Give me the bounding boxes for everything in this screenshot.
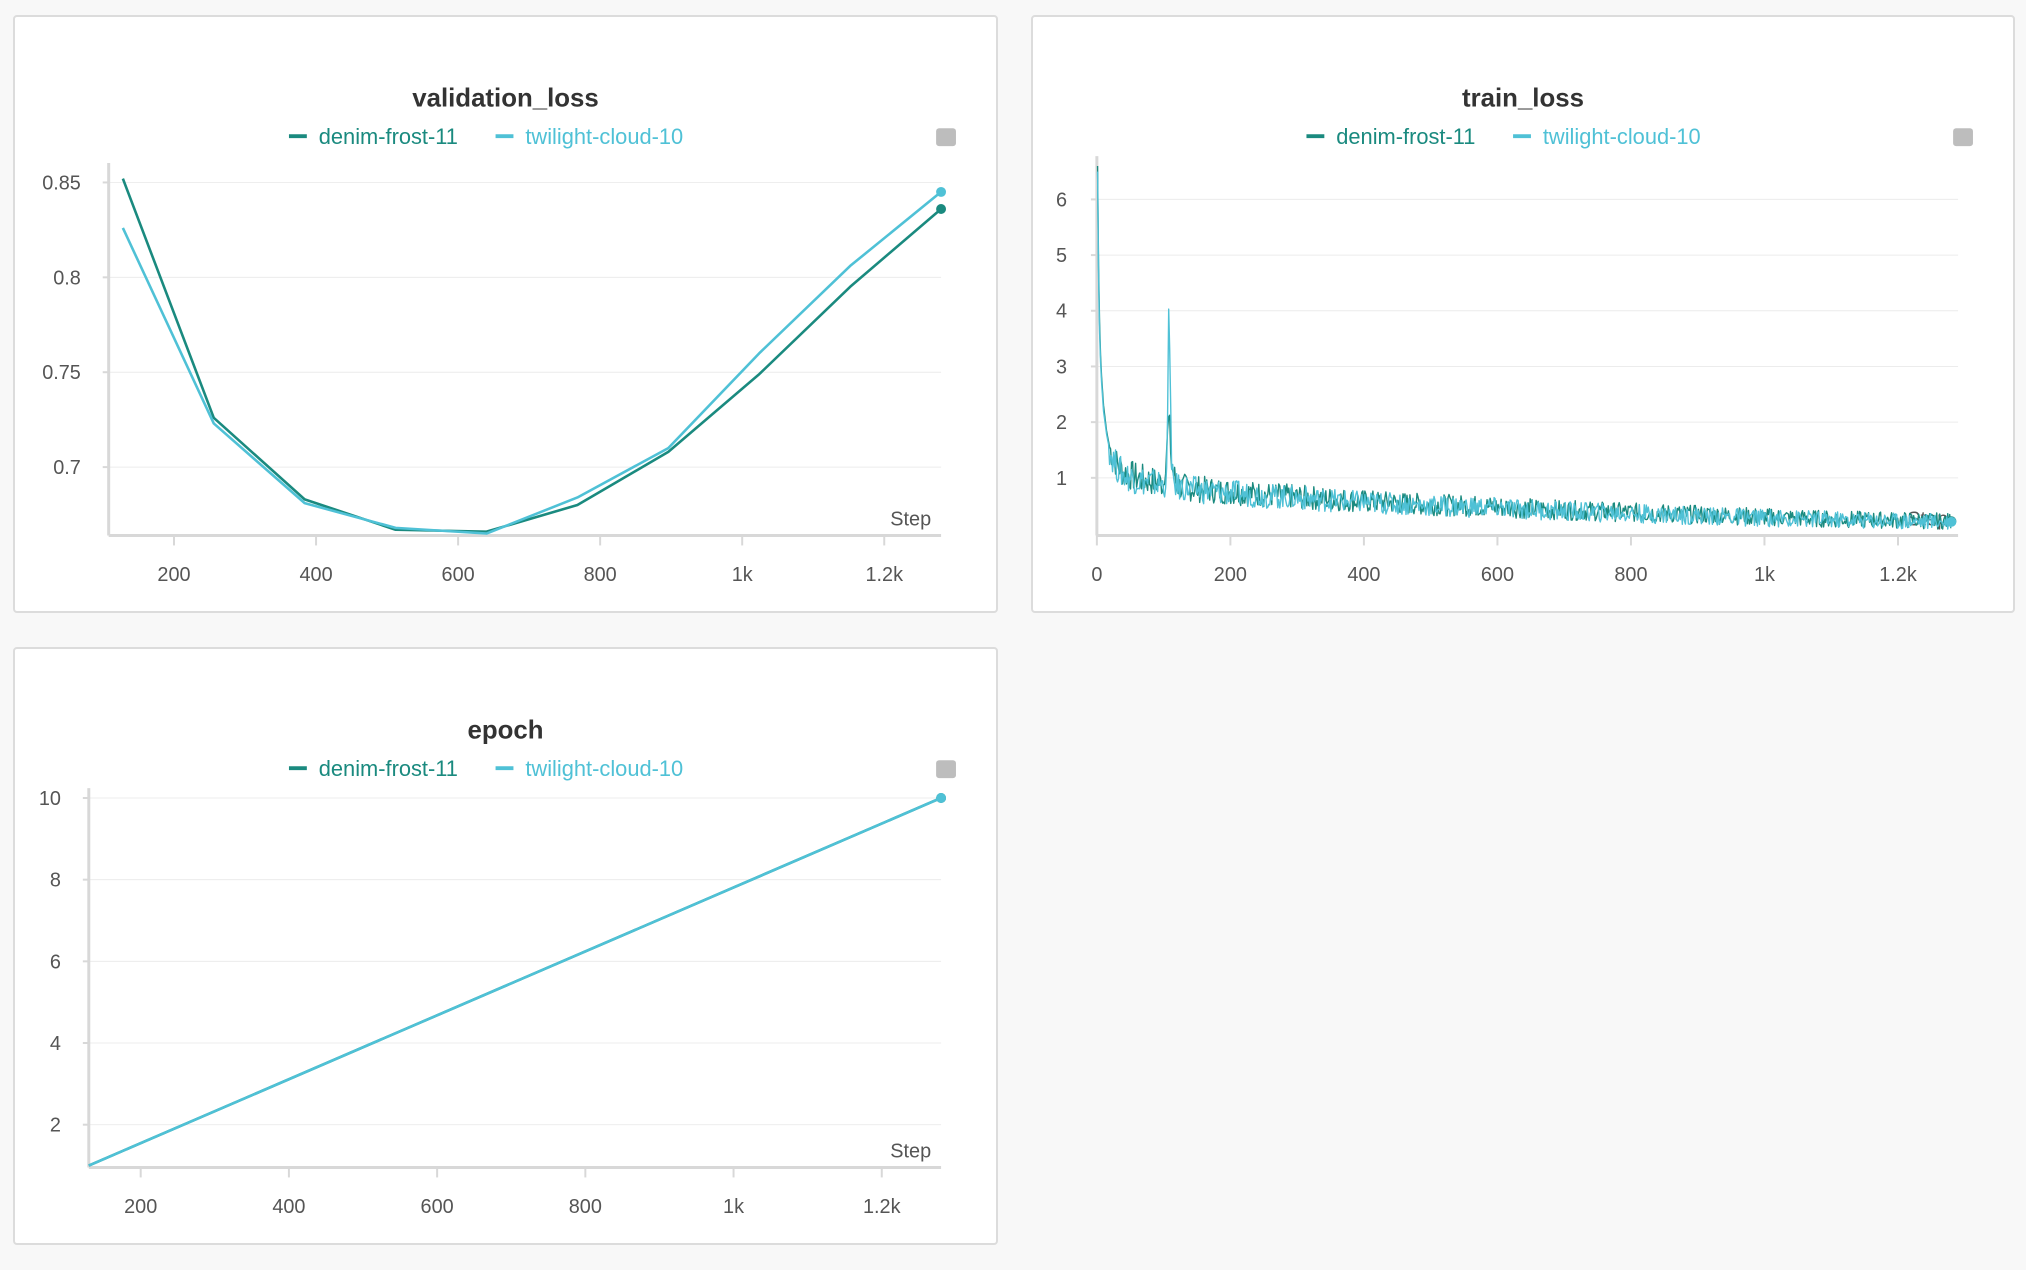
y-tick-label: 1 [1056,468,1067,490]
legend-label-twilight-cloud: twilight-cloud-10 [1543,124,1701,149]
series-line-twilight-cloud [121,190,942,535]
y-tick-label: 6 [50,951,61,973]
y-tick-label: 0.75 [42,362,81,384]
y-tick-label: 4 [1056,301,1067,323]
legend-label-denim-frost: denim-frost-11 [319,124,458,149]
series-line-twilight-cloud [88,796,942,1167]
legend-label-denim-frost: denim-frost-11 [1336,124,1475,149]
x-tick-label: 1k [723,1196,744,1218]
x-tick-label: 400 [1347,564,1380,586]
lock-icon [936,128,956,147]
y-tick-label: 2 [1056,412,1067,434]
x-tick-label: 400 [299,564,332,586]
x-tick-label: 800 [569,1196,602,1218]
y-tick-label: 6 [1056,189,1067,211]
endpoint-denim-frost [936,204,947,214]
x-axis-label: Step [890,1141,931,1163]
chart-title: train_loss [1462,84,1584,112]
y-tick-label: 3 [1056,356,1067,378]
lock-icon [1953,128,1973,147]
x-tick-label: 1.2k [863,1196,901,1218]
lock-icon [936,760,956,779]
y-tick-label: 5 [1056,245,1067,267]
y-tick-label: 2 [50,1115,61,1137]
x-tick-label: 1k [732,564,753,586]
x-tick-label: 1.2k [865,564,903,586]
x-tick-label: 1k [1754,564,1775,586]
series-line-denim-frost [121,178,942,533]
endpoint-twilight-cloud [1946,516,1957,527]
x-tick-label: 200 [124,1196,157,1218]
x-tick-label: 200 [157,564,190,586]
epoch-chart: epoch denim-frost-11 twilight-cloud-10 2 4 6 8… [39,716,956,1218]
chart-title: epoch [467,716,543,744]
x-tick-label: 800 [1614,564,1647,586]
y-tick-label: 4 [50,1033,61,1055]
x-tick-label: 200 [1214,564,1247,586]
x-tick-label: 600 [442,564,475,586]
x-tick-label: 600 [421,1196,454,1218]
y-tick-label: 0.85 [42,172,81,194]
y-tick-label: 10 [39,788,61,810]
epoch-panel[interactable]: epoch denim-frost-11 twilight-cloud-10 2 4 6 8… [13,647,998,1245]
x-tick-label: 1.2k [1879,564,1917,586]
train-loss-chart: train_loss denim-frost-11 twilight-cloud-1… [1056,84,1973,586]
x-tick-label: 400 [272,1196,305,1218]
legend-label-twilight-cloud: twilight-cloud-10 [525,756,683,781]
validation-loss-panel[interactable]: validation_loss denim-frost-11 twilight-cl… [13,15,998,613]
legend-label-denim-frost: denim-frost-11 [319,756,458,781]
endpoint-twilight-cloud [936,793,947,803]
y-tick-label: 0.8 [53,267,81,289]
validation-loss-chart: validation_loss denim-frost-11 twilight-cl… [42,84,956,586]
x-tick-label: 800 [584,564,617,586]
y-tick-label: 8 [50,870,61,892]
chart-title: validation_loss [412,84,598,112]
x-axis-label: Step [890,509,931,531]
series-line-twilight-cloud [1096,171,1952,530]
y-tick-label: 0.7 [53,457,81,479]
x-tick-label: 600 [1481,564,1514,586]
train-loss-panel[interactable]: train_loss denim-frost-11 twilight-cloud-1… [1031,15,2015,613]
x-tick-label: 0 [1091,564,1102,586]
endpoint-twilight-cloud [936,186,947,197]
series-line-denim-frost [1096,165,1952,530]
legend-label-twilight-cloud: twilight-cloud-10 [525,124,683,149]
